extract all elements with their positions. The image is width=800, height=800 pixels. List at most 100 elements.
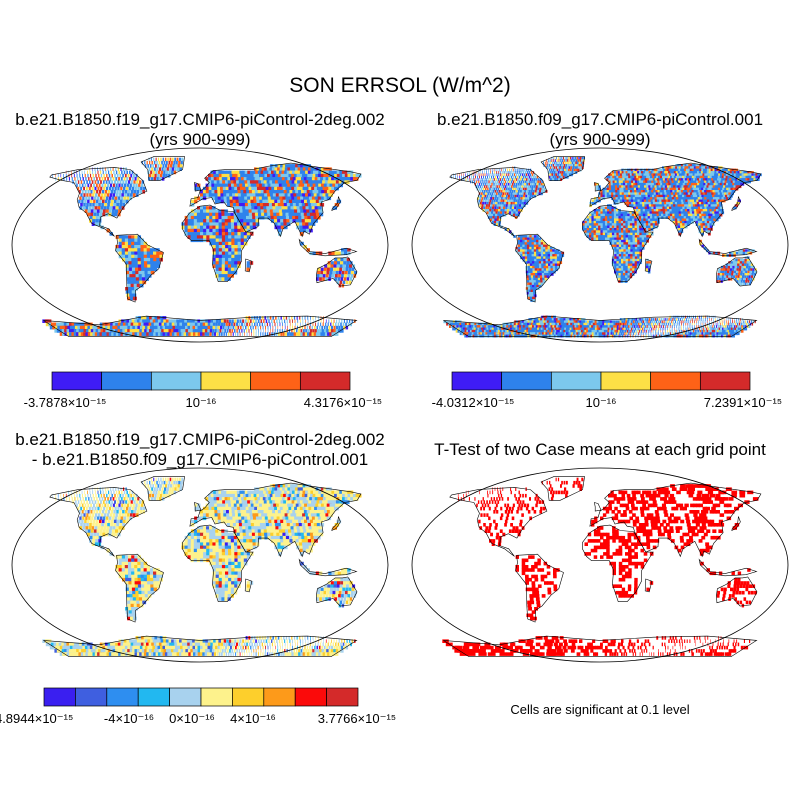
grid-cell <box>254 186 259 191</box>
grid-cell <box>724 180 729 184</box>
grid-cell <box>589 211 592 215</box>
grid-cell <box>255 332 257 336</box>
grid-cell <box>633 180 636 184</box>
grid-cell <box>711 182 716 186</box>
grid-cell <box>150 270 155 275</box>
grid-cell <box>630 175 633 179</box>
grid-cell <box>591 232 594 236</box>
grid-cell <box>313 203 318 207</box>
grid-cell <box>715 175 720 179</box>
grid-cell <box>640 171 644 174</box>
grid-cell <box>232 203 237 207</box>
grid-cell <box>315 251 320 256</box>
grid-cell <box>569 171 572 174</box>
grid-cell <box>152 164 155 168</box>
grid-cell <box>235 199 240 204</box>
grid-cell <box>133 322 138 327</box>
grid-cell <box>676 182 680 186</box>
grid-cell <box>625 242 629 245</box>
grid-cell <box>577 159 580 162</box>
grid-cell <box>95 193 98 197</box>
grid-cell <box>231 319 234 323</box>
grid-cell <box>658 216 662 219</box>
grid-cell <box>733 185 738 189</box>
grid-cell <box>190 232 195 236</box>
coastline-northamerica <box>49 167 148 237</box>
grid-cell <box>652 194 655 198</box>
grid-cell <box>552 249 555 253</box>
grid-cell <box>515 185 517 189</box>
grid-cell <box>660 192 664 196</box>
grid-cell <box>630 237 633 241</box>
grid-cell <box>734 204 738 208</box>
grid-cell <box>80 203 83 207</box>
grid-cell <box>672 190 676 193</box>
grid-cell <box>283 173 288 178</box>
grid-cell <box>676 178 681 181</box>
grid-cell <box>630 225 633 229</box>
grid-cell <box>82 173 83 178</box>
grid-cell <box>231 228 235 233</box>
grid-cell <box>510 192 513 196</box>
grid-cell <box>495 209 499 212</box>
grid-cell <box>192 322 196 327</box>
grid-cell <box>86 180 88 184</box>
grid-cell <box>543 190 546 193</box>
grid-cell <box>287 177 292 181</box>
grid-cell <box>591 225 594 229</box>
grid-cell <box>260 325 262 330</box>
grid-cell <box>347 270 351 275</box>
grid-cell <box>598 213 601 217</box>
grid-cell <box>277 190 283 194</box>
grid-cell <box>292 203 297 207</box>
grid-cell <box>677 206 681 210</box>
grid-cell <box>479 185 482 189</box>
grid-cell <box>297 170 303 175</box>
grid-cell <box>484 190 486 193</box>
grid-cell <box>632 237 636 241</box>
grid-cell <box>539 180 542 184</box>
grid-cell <box>99 209 103 213</box>
grid-cell <box>132 193 136 197</box>
grid-cell <box>540 239 544 243</box>
grid-cell <box>650 178 654 181</box>
grid-cell <box>630 244 633 248</box>
grid-cell <box>652 213 655 217</box>
grid-cell <box>467 173 468 177</box>
grid-cell <box>639 242 643 245</box>
grid-cell <box>256 203 261 207</box>
grid-cell <box>265 325 266 330</box>
grid-cell <box>617 187 620 191</box>
grid-cell <box>714 190 718 193</box>
grid-cell <box>657 180 661 184</box>
grid-cell <box>217 325 220 330</box>
grid-cell <box>621 194 625 198</box>
grid-cell <box>567 173 569 177</box>
grid-cell <box>671 185 675 189</box>
grid-cell <box>330 264 334 268</box>
grid-cell <box>68 177 70 181</box>
grid-cell <box>632 168 636 172</box>
grid-cell <box>560 175 563 179</box>
grid-cell <box>641 199 645 203</box>
grid-cell <box>632 178 636 181</box>
grid-cell <box>552 178 554 181</box>
grid-cell <box>147 274 152 278</box>
grid-cell <box>712 201 716 205</box>
grid-cell <box>529 237 532 241</box>
grid-cell <box>611 192 614 196</box>
grid-cell <box>613 197 617 200</box>
grid-cell <box>333 319 335 323</box>
grid-cell <box>636 223 640 226</box>
grid-cell <box>691 178 695 181</box>
grid-cell <box>88 186 91 191</box>
grid-cell <box>623 246 627 250</box>
grid-cell <box>267 196 272 201</box>
grid-cell <box>618 230 622 234</box>
grid-cell <box>645 223 649 226</box>
grid-cell <box>618 228 622 231</box>
grid-cell <box>162 173 165 178</box>
grid-cell <box>632 197 636 200</box>
grid-cell <box>660 206 664 210</box>
grid-cell <box>242 186 247 191</box>
